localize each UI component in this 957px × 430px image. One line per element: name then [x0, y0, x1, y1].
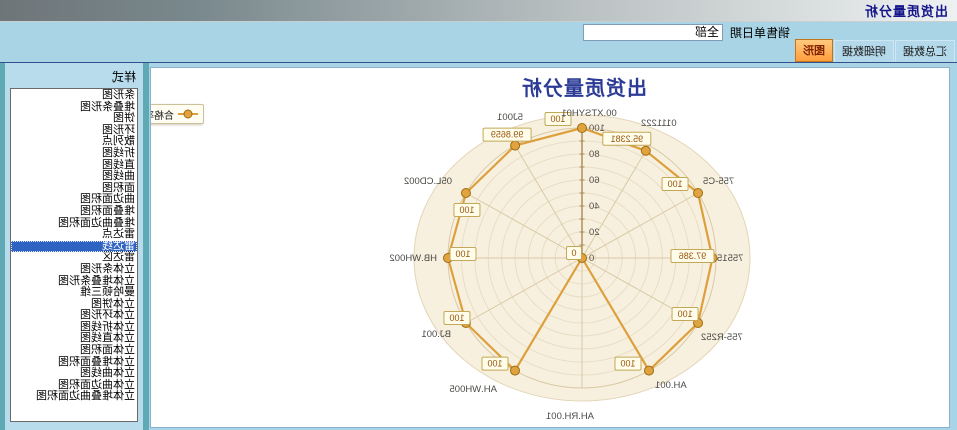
- list-item[interactable]: 曲线图: [101, 170, 135, 183]
- style-panel-header: 样式: [111, 70, 136, 84]
- legend-series-icon: [178, 109, 198, 119]
- radar-svg: 0 20 40 60 80 100 100 95.2381 100 97.386 100 100 0 10…: [389, 108, 751, 422]
- list-item[interactable]: 立体堆叠曲边面积图: [35, 390, 135, 403]
- svg-text:100: 100: [449, 313, 464, 323]
- svg-text:100: 100: [459, 205, 474, 215]
- list-item[interactable]: 立体面积图: [79, 344, 135, 357]
- chart-title: 出货质量分析: [521, 78, 647, 100]
- svg-text:95.2381: 95.2381: [611, 134, 644, 144]
- radar-category-label: AH.WH005: [449, 384, 497, 395]
- radar-category-label: 755-R252: [701, 332, 743, 343]
- svg-text:100: 100: [550, 114, 565, 124]
- filter-combo[interactable]: 全部: [582, 24, 723, 41]
- window-title: 出货质量分析: [863, 4, 948, 19]
- list-item[interactable]: 雷达点: [101, 228, 135, 241]
- title-bar: 出货质量分析: [0, 0, 957, 22]
- svg-text:60: 60: [589, 175, 600, 186]
- radar-category-label: 75515: [717, 253, 743, 264]
- style-panel: 样式 条形图 堆叠条形图 饼图 环形图 散列点 折线图 直线图 曲线图 面积图 曲边面积图 堆叠面积…: [4, 63, 143, 430]
- svg-text:40: 40: [589, 201, 600, 212]
- radar-category-label: 00.XTSYH01: [561, 108, 616, 119]
- chart-legend: 合格率%: [149, 104, 204, 124]
- svg-text:100: 100: [455, 249, 470, 259]
- list-item[interactable]: 折线图: [101, 146, 135, 159]
- svg-text:20: 20: [589, 227, 600, 238]
- chart-panel: 出货质量分析 0 20 40 60 80 100 100 95.2381 100 97.386 10…: [149, 67, 950, 428]
- style-listbox[interactable]: 条形图 堆叠条形图 饼图 环形图 散列点 折线图 直线图 曲线图 面积图 曲边面积图 堆叠面积图 堆叠…: [9, 88, 138, 422]
- svg-text:100: 100: [620, 359, 635, 369]
- radar-chart: 0 20 40 60 80 100 100 95.2381 100 97.386 100 100 0 10…: [151, 68, 949, 428]
- list-item[interactable]: 立体条形图: [79, 262, 135, 275]
- svg-text:0: 0: [589, 253, 594, 264]
- radar-category-label: AH.RH.001: [546, 411, 594, 422]
- svg-text:100: 100: [668, 179, 683, 189]
- tab-bar: 汇总数据 明细数据 图形: [0, 39, 957, 62]
- svg-text:100: 100: [589, 123, 605, 134]
- radar-category-label: 755-C5: [703, 176, 734, 187]
- tab-2[interactable]: 图形: [795, 39, 833, 62]
- svg-text:80: 80: [589, 149, 600, 160]
- radar-category-label: AH.001: [655, 380, 687, 391]
- list-item[interactable]: 条形图: [101, 89, 135, 101]
- legend-label: 合格率%: [150, 110, 174, 122]
- tab-1[interactable]: 明细数据: [834, 40, 894, 62]
- window-right-edge: [0, 63, 5, 430]
- tab-0[interactable]: 汇总数据: [895, 40, 955, 62]
- content-area: 出货质量分析 0 20 40 60 80 100 100 95.2381 100 97.386 10…: [0, 62, 957, 430]
- svg-text:99.8659: 99.8659: [491, 130, 524, 140]
- svg-text:100: 100: [678, 309, 693, 319]
- radar-category-label: 05L.CD002: [404, 176, 452, 187]
- svg-text:0: 0: [571, 248, 576, 258]
- radar-category-label: HB.WH002: [389, 253, 437, 264]
- list-item[interactable]: 曼哈顿三维: [79, 286, 135, 299]
- radar-category-label: BJ.001: [421, 329, 451, 340]
- filter-label: 销售单日期: [729, 26, 790, 40]
- svg-text:100: 100: [487, 359, 502, 369]
- svg-text:97.386: 97.386: [679, 251, 707, 261]
- radar-category-label: 5J001: [497, 112, 523, 123]
- radar-category-label: 0111222: [641, 118, 677, 129]
- panel-splitter[interactable]: [142, 63, 149, 430]
- list-item[interactable]: 堆叠面积图: [79, 204, 135, 217]
